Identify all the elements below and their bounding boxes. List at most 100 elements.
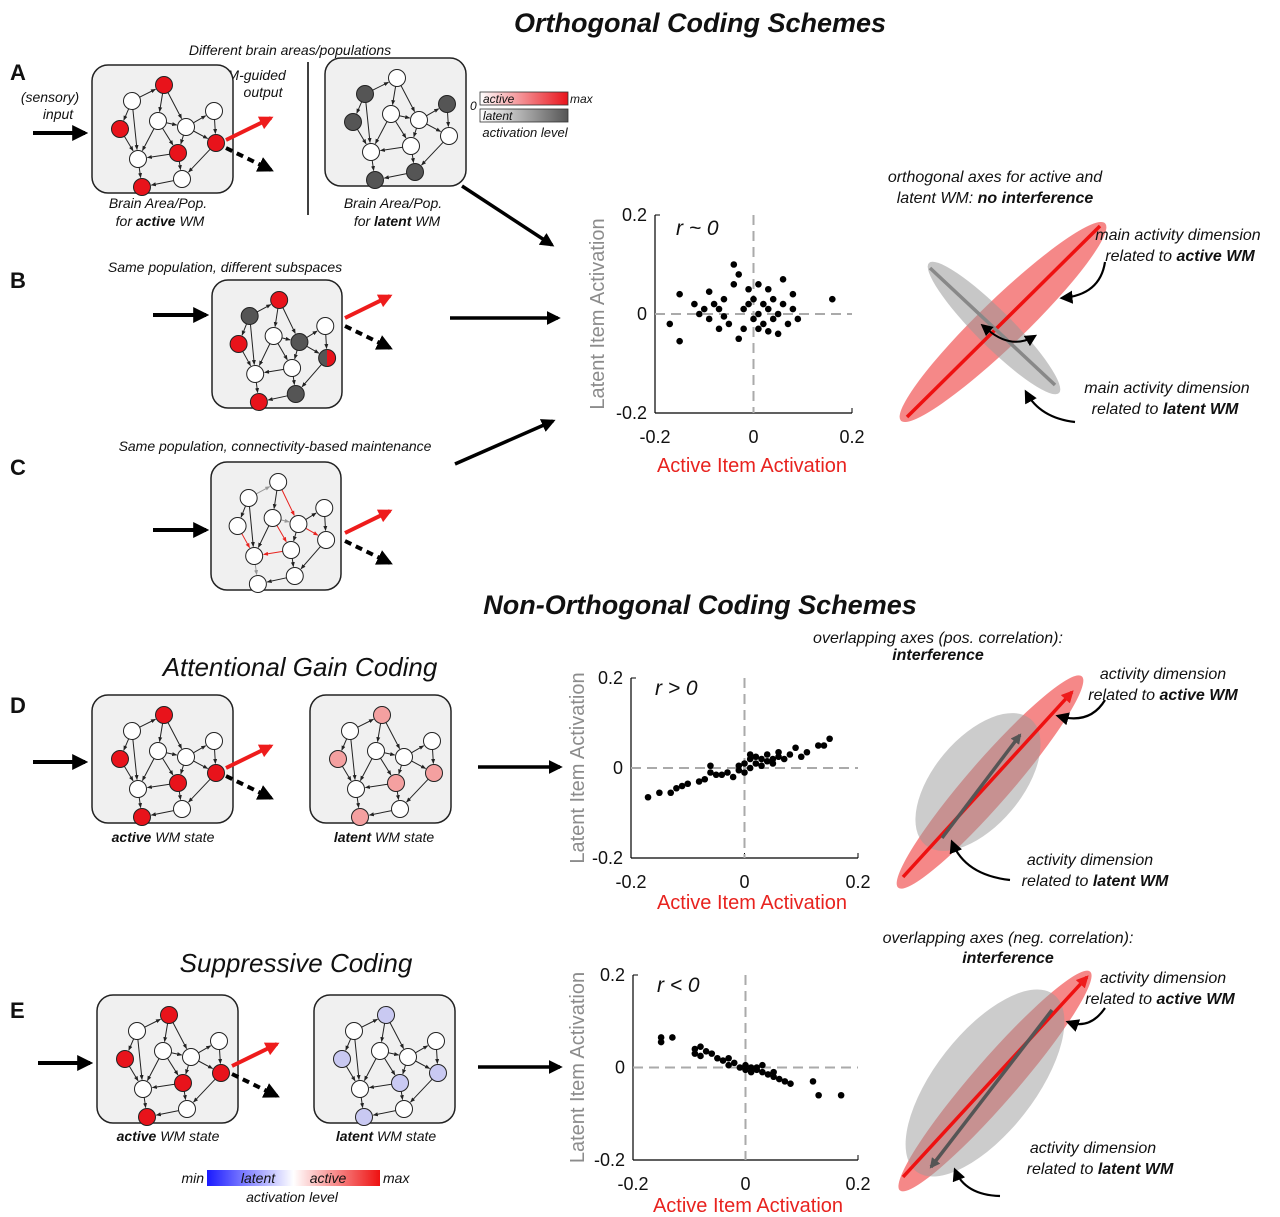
- network-node: [378, 1007, 395, 1024]
- x-axis-label: Active Item Activation: [653, 1195, 843, 1217]
- active-axis: [907, 226, 1100, 417]
- network-node: [156, 707, 173, 724]
- scatter-point: [838, 1092, 845, 1099]
- network-node: [150, 113, 167, 130]
- scatter-point: [697, 1053, 704, 1060]
- caption-part: WM: [415, 213, 440, 229]
- scatter-point: [679, 783, 686, 790]
- heading-part: latent WM:: [897, 190, 973, 207]
- output-arrow-dashed: [345, 326, 390, 348]
- scatter-point: [764, 751, 771, 758]
- scatter-point: [730, 774, 737, 781]
- network-node: [139, 1109, 156, 1126]
- network-node: [411, 112, 428, 129]
- network: [211, 462, 341, 593]
- schematic-heading: orthogonal axes for active and: [888, 169, 1103, 186]
- output-arrow: [345, 511, 390, 533]
- network-node: [208, 135, 225, 152]
- annotation: r < 0: [657, 974, 700, 997]
- network-node: [265, 328, 282, 345]
- scatter-point: [755, 326, 762, 333]
- scatter-point: [760, 321, 767, 328]
- scatter-point: [765, 286, 772, 293]
- network-node: [388, 775, 405, 792]
- caption-part: active: [117, 1128, 157, 1144]
- legend-bar: [207, 1170, 380, 1186]
- schematic-heading: interference: [892, 647, 984, 664]
- scatter-point: [669, 1034, 676, 1041]
- annotation-part: latent WM: [1163, 401, 1239, 418]
- network-node: [346, 1023, 363, 1040]
- scatter-point: [829, 296, 836, 303]
- axis-annotation: related to latent WM: [1092, 401, 1239, 418]
- scatter-point: [750, 316, 757, 323]
- caption: active WM state: [117, 1128, 220, 1144]
- network-node: [130, 781, 147, 798]
- panel-header: Same population, connectivity-based main…: [119, 438, 432, 454]
- legend-label: latent: [483, 109, 513, 123]
- axis-annotation: related to latent WM: [1022, 873, 1169, 890]
- legend-caption: activation level: [482, 125, 568, 140]
- scatter-point: [676, 291, 683, 298]
- legend-label: active: [310, 1170, 347, 1186]
- scatter-point: [711, 301, 718, 308]
- network-node: [150, 743, 167, 760]
- network-node: [392, 1075, 409, 1092]
- network-node: [334, 1051, 351, 1068]
- scatter-point: [781, 756, 788, 763]
- network-node: [389, 70, 406, 87]
- annotation-part: related to: [1085, 991, 1152, 1008]
- panel-letter: D: [10, 693, 26, 718]
- scatter-point: [658, 1039, 665, 1046]
- scatter-point: [770, 1073, 777, 1080]
- scatter-point: [765, 1071, 772, 1078]
- scatter-point: [775, 331, 782, 338]
- scatter-point: [758, 762, 765, 769]
- caption-part: for: [354, 213, 372, 229]
- schematic: overlapping axes (neg. correlation): int…: [877, 930, 1236, 1205]
- network-node: [348, 781, 365, 798]
- scatter-point: [758, 756, 765, 763]
- scatter-point: [731, 261, 738, 268]
- scatter-point: [716, 306, 723, 313]
- scatter-point: [713, 771, 720, 778]
- y-tick-label: 0.2: [622, 205, 647, 225]
- scatter-point: [692, 1050, 699, 1057]
- scatter-point: [821, 742, 828, 749]
- network-node: [317, 318, 334, 335]
- scatter-point: [748, 1069, 755, 1076]
- caption: latent WM state: [334, 829, 435, 845]
- network-node: [345, 114, 362, 131]
- legend-caption: activation level: [246, 1189, 339, 1205]
- scatter-point: [721, 296, 728, 303]
- caption-part: WM state: [155, 829, 214, 845]
- x-tick-label: 0.2: [839, 427, 864, 447]
- axis-annotation: activity dimension: [1027, 852, 1153, 869]
- network-node: [372, 1043, 389, 1060]
- scatter-point: [755, 281, 762, 288]
- pointer-arrow: [1026, 392, 1075, 422]
- schematic-heading: interference: [962, 950, 1054, 967]
- y-tick-label: 0.2: [598, 668, 623, 688]
- axis-annotation: related to latent WM: [1027, 1161, 1174, 1178]
- legend-label: max: [570, 92, 594, 106]
- network-node: [439, 96, 456, 113]
- scatter-point: [721, 313, 728, 320]
- network-node: [174, 801, 191, 818]
- scatter-point: [790, 306, 797, 313]
- y-tick-label: -0.2: [616, 403, 647, 423]
- connector-arrows: [450, 186, 560, 1067]
- annotation-part: active WM: [1156, 991, 1235, 1008]
- scatter-point: [770, 296, 777, 303]
- network-node: [383, 106, 400, 123]
- network-node: [170, 145, 187, 162]
- scatter-point: [719, 771, 726, 778]
- network-node: [174, 171, 191, 188]
- scatter-point: [724, 769, 731, 776]
- caption-part: for: [116, 213, 134, 229]
- network: [325, 58, 466, 189]
- x-tick-label: 0: [748, 427, 758, 447]
- caption: latent WM state: [336, 1128, 437, 1144]
- scatter-point: [656, 789, 663, 796]
- scatter-point: [785, 321, 792, 328]
